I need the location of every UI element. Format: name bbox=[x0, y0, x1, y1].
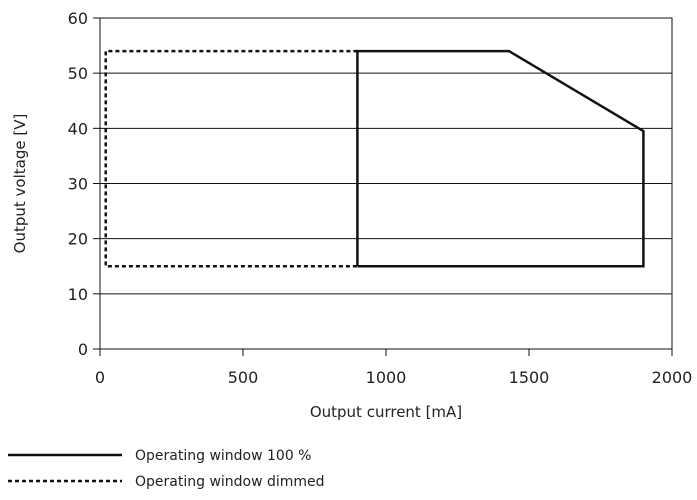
y-tick-label: 10 bbox=[68, 285, 88, 304]
legend-label: Operating window 100 % bbox=[135, 448, 311, 464]
x-tick-label: 0 bbox=[95, 368, 105, 387]
y-tick-label: 60 bbox=[68, 9, 88, 28]
series-line-dimmed bbox=[104, 49, 358, 268]
y-tick-label: 0 bbox=[78, 340, 88, 359]
x-tick-label: 1000 bbox=[366, 368, 407, 387]
plot-frame bbox=[99, 17, 673, 350]
series-line-full bbox=[356, 49, 645, 268]
legend: Operating window 100 % Operating window d… bbox=[8, 448, 325, 490]
y-tick-label: 30 bbox=[68, 175, 88, 194]
label-layer: 0 10 20 30 40 50 60 0 500 1000 1500 2000 Output curr… bbox=[11, 9, 692, 421]
y-tick-label: 20 bbox=[68, 230, 88, 249]
x-axis-title: Output current [mA] bbox=[310, 403, 462, 421]
y-axis-title: Output voltage [V] bbox=[11, 114, 29, 254]
y-tick-label: 40 bbox=[68, 119, 88, 138]
x-tick-label: 500 bbox=[228, 368, 259, 387]
x-tick-label: 1500 bbox=[509, 368, 550, 387]
axis-layer bbox=[93, 17, 673, 356]
legend-label: Operating window dimmed bbox=[135, 474, 325, 490]
x-tick-label: 2000 bbox=[652, 368, 693, 387]
y-tick-label: 50 bbox=[68, 64, 88, 83]
series-layer bbox=[104, 49, 645, 268]
grid-layer bbox=[100, 17, 672, 350]
